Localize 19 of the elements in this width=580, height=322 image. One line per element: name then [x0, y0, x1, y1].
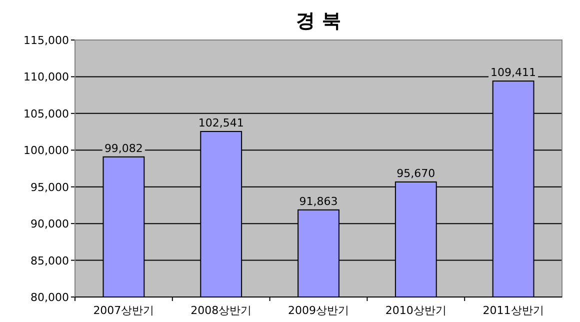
y-tick-label: 90,000 — [30, 218, 69, 231]
y-tick-label: 80,000 — [30, 291, 69, 304]
chart-title: 경 북 — [296, 10, 341, 32]
y-tick-label: 100,000 — [24, 144, 69, 158]
x-tick-label: 2011상반기 — [482, 304, 544, 317]
data-label: 102,541 — [198, 116, 244, 130]
data-label: 91,863 — [299, 194, 338, 208]
data-label: 99,082 — [104, 142, 143, 155]
x-tick-label: 2008상반기 — [190, 304, 252, 317]
x-tick-label: 2010상반기 — [385, 304, 446, 317]
x-tick-label: 2009상반기 — [288, 304, 349, 317]
y-tick-label: 95,000 — [30, 180, 69, 194]
y-tick-label: 105,000 — [24, 107, 69, 120]
data-label: 95,670 — [396, 166, 436, 180]
y-tick-label: 85,000 — [30, 254, 69, 268]
y-tick-label: 115,000 — [24, 34, 69, 47]
x-tick-label: 2007상반기 — [93, 304, 154, 317]
y-tick-label: 110,000 — [24, 70, 69, 84]
data-label: 109,411 — [490, 66, 536, 80]
